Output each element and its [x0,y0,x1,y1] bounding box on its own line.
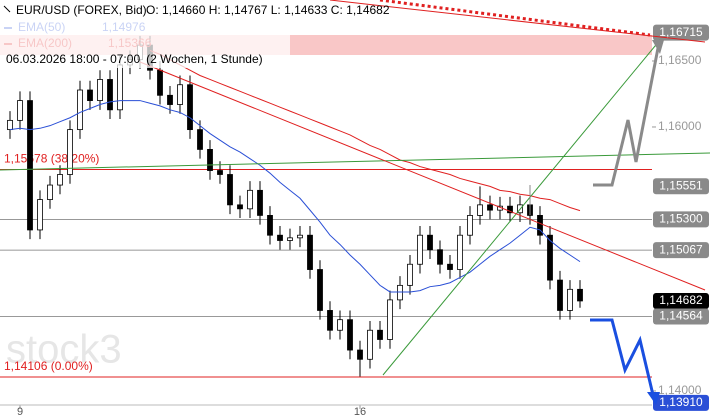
x-tick-label: 9 [17,406,23,418]
level-label: 1,13910 [659,395,703,409]
level-badge [653,242,709,259]
candle-body [237,204,243,210]
projection-up [593,47,660,187]
candle-body [267,215,273,236]
candle-body [427,234,433,251]
candle-body [27,100,33,231]
candle-body [547,234,553,281]
candle-body [387,299,393,340]
candle-body [37,199,43,231]
candle-body [7,119,13,131]
candle-body [47,184,53,200]
candle-body [167,94,173,105]
date-text: 06.03.2026 18:00 - 07:00 [6,52,140,66]
icon [3,5,11,13]
trend-line [0,152,710,171]
level-label: 1,14682 [659,293,703,307]
candle-body [447,263,453,270]
candle-body [327,310,333,331]
candle-body [247,189,253,210]
candle-body [77,89,83,131]
candle-body [17,100,23,121]
candle-body [107,79,113,111]
candle-body [57,174,63,186]
level-label: 1,15067 [659,242,703,256]
level-badge [653,394,709,411]
watermark: stock3 [6,328,122,372]
candle-body [537,215,543,236]
trend-line [382,39,661,376]
candle-body [97,79,103,101]
period: (2 Wochen, 1 Stunde) [146,52,263,66]
candle-body [407,263,413,286]
candle-body [217,170,223,175]
candle-body [67,129,73,175]
candle-body [197,129,203,150]
level-label: 1,15551 [659,178,703,192]
fib-label: 1,15678 (38.20%) [4,152,99,166]
candle-body [457,234,463,270]
level-badge [653,211,709,228]
level-badge [653,292,709,309]
candle-body [87,89,93,101]
y-tick-label: 1,14000 [658,383,702,397]
y-tick-label: 1,16000 [658,119,702,133]
candle-body [337,319,343,331]
date: 06.03.2026 18:00 - 07:00 (2 Wochen, 1 Stu… [6,52,263,66]
fib-label: 1,14106 (0.00%) [4,359,93,373]
candle-body [297,234,303,239]
candle-body [397,284,403,301]
candle-body [277,234,283,241]
level-badge [653,178,709,195]
ema-line [149,49,581,212]
candle-body [307,234,313,270]
level-badge [653,308,709,325]
candle-body [367,329,373,360]
level-label: 1,14564 [659,309,703,323]
candle-body [417,234,423,265]
candle-body [507,205,513,214]
candle-body [577,288,583,302]
candle-body [467,215,473,236]
trend-line [139,61,706,291]
ema-line [9,100,581,293]
candle-body [157,69,163,96]
legend-bg [0,0,290,68]
arrow-head [647,392,660,405]
candle-body [377,329,383,340]
candle-body [287,237,293,241]
candle-body [357,349,363,360]
candle-body [117,64,123,111]
candle-body [567,288,573,311]
candle-body [257,189,263,216]
x-tick-label: 16 [354,406,366,418]
candle-body [317,269,323,311]
candle-body [557,279,563,311]
symbol-title: EUR/USD (FOREX, Bid) [16,3,147,17]
projection-down [590,318,655,396]
candle-body [347,319,353,351]
legend: EUR/USD (FOREX, Bid) O: 1,14660 H: 1,147… [0,0,390,68]
candle-body [187,84,193,131]
candle-body [207,149,213,171]
candle-body [437,249,443,265]
y-tick-label: 1,16500 [658,53,702,67]
arrow-head [652,40,664,54]
candle-body [487,204,493,211]
candle-body [227,174,233,206]
candle-body [177,84,183,105]
level-badge [653,24,709,41]
level-label: 1,15300 [659,212,703,226]
candle-body [477,204,483,216]
ohlc: O: 1,14660 H: 1,14767 L: 1,14633 C: 1,14… [146,3,390,17]
level-label: 1,16715 [659,25,703,39]
